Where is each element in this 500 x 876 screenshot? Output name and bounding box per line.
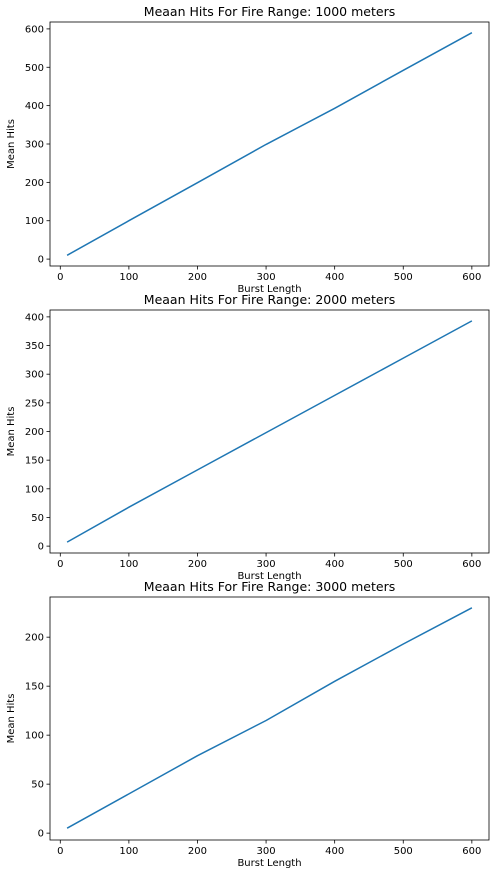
- y-tick-label: 400: [25, 101, 44, 112]
- x-tick-label: 300: [257, 559, 276, 570]
- y-tick-label: 150: [25, 456, 44, 467]
- x-tick-label: 0: [57, 272, 63, 283]
- x-axis-label: Burst Length: [237, 858, 301, 869]
- x-tick-label: 400: [325, 846, 344, 857]
- chart-panel-3: Meaan Hits For Fire Range: 3000 meters 0 1…: [6, 579, 489, 869]
- y-tick-label: 250: [25, 398, 44, 409]
- x-tick-label: 100: [119, 846, 138, 857]
- y-tick-label: 0: [38, 542, 44, 553]
- y-axis-label: Mean Hits: [6, 119, 17, 169]
- chart-title: Meaan Hits For Fire Range: 1000 meters: [144, 4, 395, 19]
- y-tick-label: 100: [25, 216, 44, 227]
- x-tick-label: 500: [394, 272, 413, 283]
- y-tick-label: 200: [25, 633, 44, 644]
- x-tick-label: 600: [462, 559, 481, 570]
- x-tick-label: 500: [394, 559, 413, 570]
- y-tick-label: 200: [25, 427, 44, 438]
- y-tick-label: 150: [25, 682, 44, 693]
- y-tick-label: 300: [25, 370, 44, 381]
- x-tick-label: 300: [257, 272, 276, 283]
- x-tick-label: 0: [57, 559, 63, 570]
- y-tick-label: 100: [25, 731, 44, 742]
- chart-panel-2: Meaan Hits For Fire Range: 2000 meters 0 1…: [6, 292, 489, 582]
- x-tick-label: 300: [257, 846, 276, 857]
- y-axis-label: Mean Hits: [6, 694, 17, 744]
- y-tick-label: 0: [38, 255, 44, 266]
- y-tick-label: 50: [31, 513, 44, 524]
- x-tick-label: 500: [394, 846, 413, 857]
- chart-panel-1: Meaan Hits For Fire Range: 1000 meters 0 1…: [6, 4, 489, 295]
- y-axis-label: Mean Hits: [6, 407, 17, 457]
- x-tick-label: 600: [462, 846, 481, 857]
- chart-title: Meaan Hits For Fire Range: 2000 meters: [144, 292, 395, 307]
- y-tick-label: 100: [25, 484, 44, 495]
- x-tick-label: 0: [57, 846, 63, 857]
- y-tick-label: 600: [25, 24, 44, 35]
- y-tick-label: 50: [31, 780, 44, 791]
- x-tick-label: 200: [188, 846, 207, 857]
- x-tick-label: 200: [188, 272, 207, 283]
- y-tick-label: 400: [25, 312, 44, 323]
- chart-title: Meaan Hits For Fire Range: 3000 meters: [144, 579, 395, 594]
- series-line-1: [67, 33, 472, 256]
- x-tick-label: 100: [119, 559, 138, 570]
- y-tick-label: 200: [25, 178, 44, 189]
- x-tick-label: 400: [325, 559, 344, 570]
- y-tick-label: 0: [38, 829, 44, 840]
- y-tick-label: 350: [25, 341, 44, 352]
- series-line-1: [67, 321, 472, 542]
- x-tick-label: 600: [462, 272, 481, 283]
- x-tick-label: 400: [325, 272, 344, 283]
- series-line-1: [67, 608, 472, 828]
- y-tick-label: 500: [25, 63, 44, 74]
- y-tick-label: 300: [25, 140, 44, 151]
- x-tick-label: 100: [119, 272, 138, 283]
- x-tick-label: 200: [188, 559, 207, 570]
